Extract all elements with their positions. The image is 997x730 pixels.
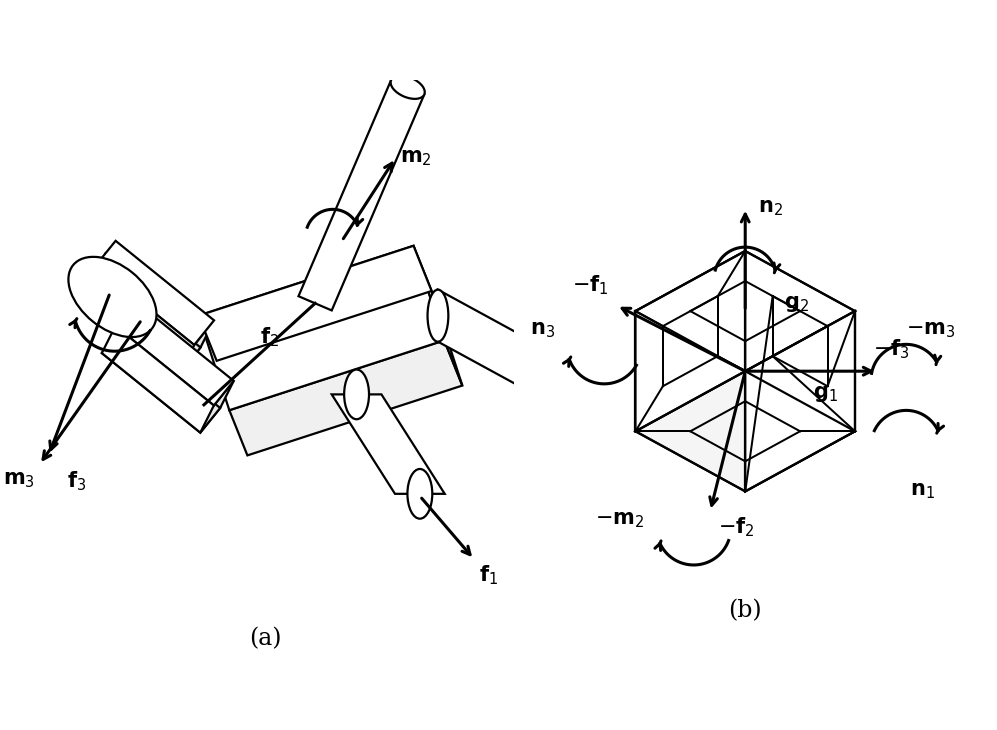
Ellipse shape <box>408 469 433 519</box>
Polygon shape <box>414 246 463 385</box>
Polygon shape <box>745 311 855 491</box>
Text: $\mathbf{m}_3$: $\mathbf{m}_3$ <box>3 470 35 491</box>
Polygon shape <box>635 251 855 371</box>
Polygon shape <box>438 290 537 396</box>
Text: $-\mathbf{m}_2$: $-\mathbf{m}_2$ <box>595 510 644 529</box>
Text: $\mathbf{g}_1$: $\mathbf{g}_1$ <box>814 384 838 404</box>
Ellipse shape <box>391 76 425 99</box>
Text: $\mathbf{n}_2$: $\mathbf{n}_2$ <box>758 198 783 218</box>
Text: $-\mathbf{f}_3$: $-\mathbf{f}_3$ <box>873 337 910 361</box>
Text: $\mathbf{n}_1$: $\mathbf{n}_1$ <box>910 481 935 501</box>
Text: $\mathbf{f}_2$: $\mathbf{f}_2$ <box>260 326 279 349</box>
Text: (a): (a) <box>249 627 282 650</box>
Text: $\mathbf{f}_3$: $\mathbf{f}_3$ <box>67 469 86 493</box>
Text: $\mathbf{m}_2$: $\mathbf{m}_2$ <box>400 148 432 168</box>
Polygon shape <box>298 80 425 310</box>
Text: $\mathbf{g}_2$: $\mathbf{g}_2$ <box>784 294 809 315</box>
Polygon shape <box>116 301 233 405</box>
Polygon shape <box>96 241 214 345</box>
Text: (b): (b) <box>729 599 762 622</box>
Polygon shape <box>635 251 745 431</box>
Text: $-\mathbf{m}_3$: $-\mathbf{m}_3$ <box>906 320 956 340</box>
Polygon shape <box>332 394 445 493</box>
Text: $-\mathbf{f}_1$: $-\mathbf{f}_1$ <box>571 274 608 297</box>
Polygon shape <box>198 246 445 410</box>
Polygon shape <box>229 340 463 456</box>
Polygon shape <box>635 371 855 491</box>
Ellipse shape <box>428 290 449 342</box>
Ellipse shape <box>344 369 369 419</box>
Text: $\mathbf{f}_1$: $\mathbf{f}_1$ <box>479 564 498 588</box>
Polygon shape <box>102 328 220 433</box>
Polygon shape <box>198 246 432 361</box>
Polygon shape <box>180 320 214 372</box>
Ellipse shape <box>69 257 157 337</box>
Polygon shape <box>102 326 213 433</box>
Text: $\mathbf{n}_3$: $\mathbf{n}_3$ <box>529 320 554 340</box>
Polygon shape <box>200 381 233 433</box>
Polygon shape <box>82 266 194 372</box>
Ellipse shape <box>527 344 547 396</box>
Text: $-\mathbf{f}_2$: $-\mathbf{f}_2$ <box>719 515 755 539</box>
Polygon shape <box>82 268 200 372</box>
